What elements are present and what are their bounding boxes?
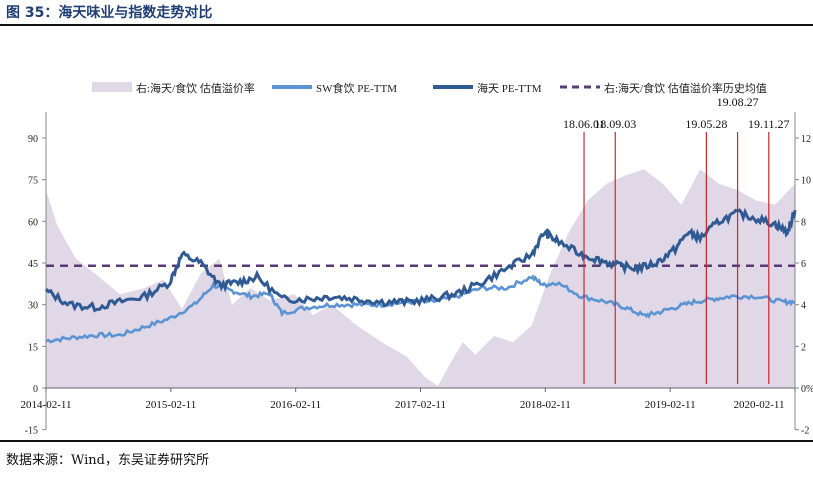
right-tick-label: 10: [801, 176, 811, 187]
x-tick-label: 2018-02-11: [520, 399, 571, 411]
plot-area: -15 0 15 30 45 60 75 90 -2 0% 2 4 6 8 10 12 2014-02-11 20…: [21, 95, 813, 437]
annotation-label: 18.09.03: [594, 117, 636, 131]
x-tick-label: 2020-02-11: [734, 399, 785, 411]
legend-label-0: 右:海天/食饮 估值溢价率: [136, 81, 255, 95]
x-tick-label: 2017-02-11: [395, 399, 446, 411]
source-note: 数据来源：Wind，东吴证券研究所: [6, 453, 209, 468]
haitian-pe-series: [44, 207, 797, 313]
x-tick-label: 2016-02-11: [270, 399, 321, 411]
left-tick-label: 0: [33, 384, 38, 395]
legend-label-3: 右:海天/食饮 估值溢价率历史均值: [604, 81, 767, 95]
x-tick-label: 2015-02-11: [145, 399, 196, 411]
sw-pe-series: [45, 274, 796, 344]
annotation-label: 19.05.28: [685, 117, 727, 131]
source-rule: [0, 440, 813, 442]
annotation-label: 19.11.27: [748, 117, 790, 131]
right-tick-label: -2: [801, 426, 809, 437]
annotation-label: 18.06.01: [563, 117, 605, 131]
premium-area-series: [46, 169, 795, 388]
right-tick-label: 12: [801, 134, 811, 145]
legend-label-1: SW食饮 PE-TTM: [316, 81, 397, 95]
legend-label-2: 海天 PE-TTM: [477, 81, 542, 95]
left-tick-label: 90: [28, 134, 38, 145]
x-tick-label: 2014-02-11: [21, 399, 72, 411]
legend: 右:海天/食饮 估值溢价率 SW食饮 PE-TTM 海天 PE-TTM 右:海天/食饮…: [92, 81, 767, 95]
chart-title: 图 35：海天味业与指数走势对比: [6, 5, 213, 21]
title-rule: [0, 24, 813, 26]
left-tick-label: 30: [28, 301, 38, 312]
right-tick-label: 8: [801, 217, 806, 228]
left-tick-label: 15: [28, 342, 38, 353]
x-tick-label: 2019-02-11: [645, 399, 696, 411]
left-tick-label: 45: [28, 259, 38, 270]
left-tick-label: -15: [25, 426, 38, 437]
right-tick-label: 4: [801, 301, 806, 312]
left-tick-label: 75: [28, 176, 38, 187]
legend-swatch-premium-area: [92, 82, 132, 92]
left-tick-label: 60: [28, 217, 38, 228]
annotation-label: 19.08.27: [717, 95, 759, 109]
right-tick-label: 2: [801, 342, 806, 353]
right-tick-label: 6: [801, 259, 806, 270]
chart-area: 右:海天/食饮 估值溢价率 SW食饮 PE-TTM 海天 PE-TTM 右:海天/食饮…: [21, 81, 813, 437]
right-tick-label: 0%: [801, 384, 813, 395]
